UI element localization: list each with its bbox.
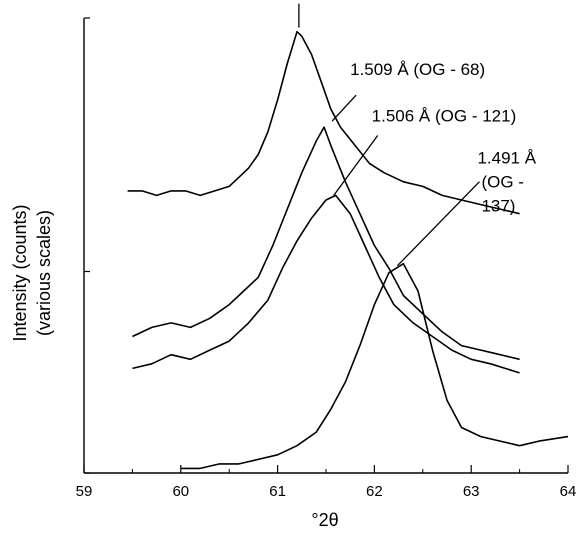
x-tick-label-64: 64 [560, 483, 577, 500]
series-line-4 [180, 262, 569, 470]
annotation-label-4: 1.491 Å (OG -137) [477, 149, 536, 216]
annotations: 1.512 Å (Olduvai Bed II)1.509 Å (OG - 68… [298, 3, 537, 267]
annotation-label-2: 1.509 Å (OG - 68) [350, 60, 485, 79]
series-line-3 [132, 194, 520, 374]
annotation-leader-3 [333, 135, 379, 196]
x-tick-label-63: 63 [463, 483, 480, 500]
annotation-leader-4 [396, 181, 480, 267]
annotation-label-3: 1.506 Å (OG - 121) [372, 106, 517, 125]
x-tick-label-60: 60 [172, 483, 189, 500]
y-axis-title-line1: Intensity (counts) [10, 204, 30, 341]
x-tick-label-62: 62 [366, 483, 383, 500]
series-group [127, 30, 569, 470]
y-axis-title-line2: (various scales) [34, 210, 54, 336]
x-tick-label-59: 59 [76, 483, 93, 500]
x-tick-label-61: 61 [269, 483, 286, 500]
axes: 59 60 61 62 63 64 [76, 17, 577, 500]
series-line-1 [127, 30, 520, 215]
annotation-leader-2 [331, 94, 357, 122]
x-axis-title: °2θ [311, 510, 338, 530]
series-line-2 [132, 126, 520, 361]
